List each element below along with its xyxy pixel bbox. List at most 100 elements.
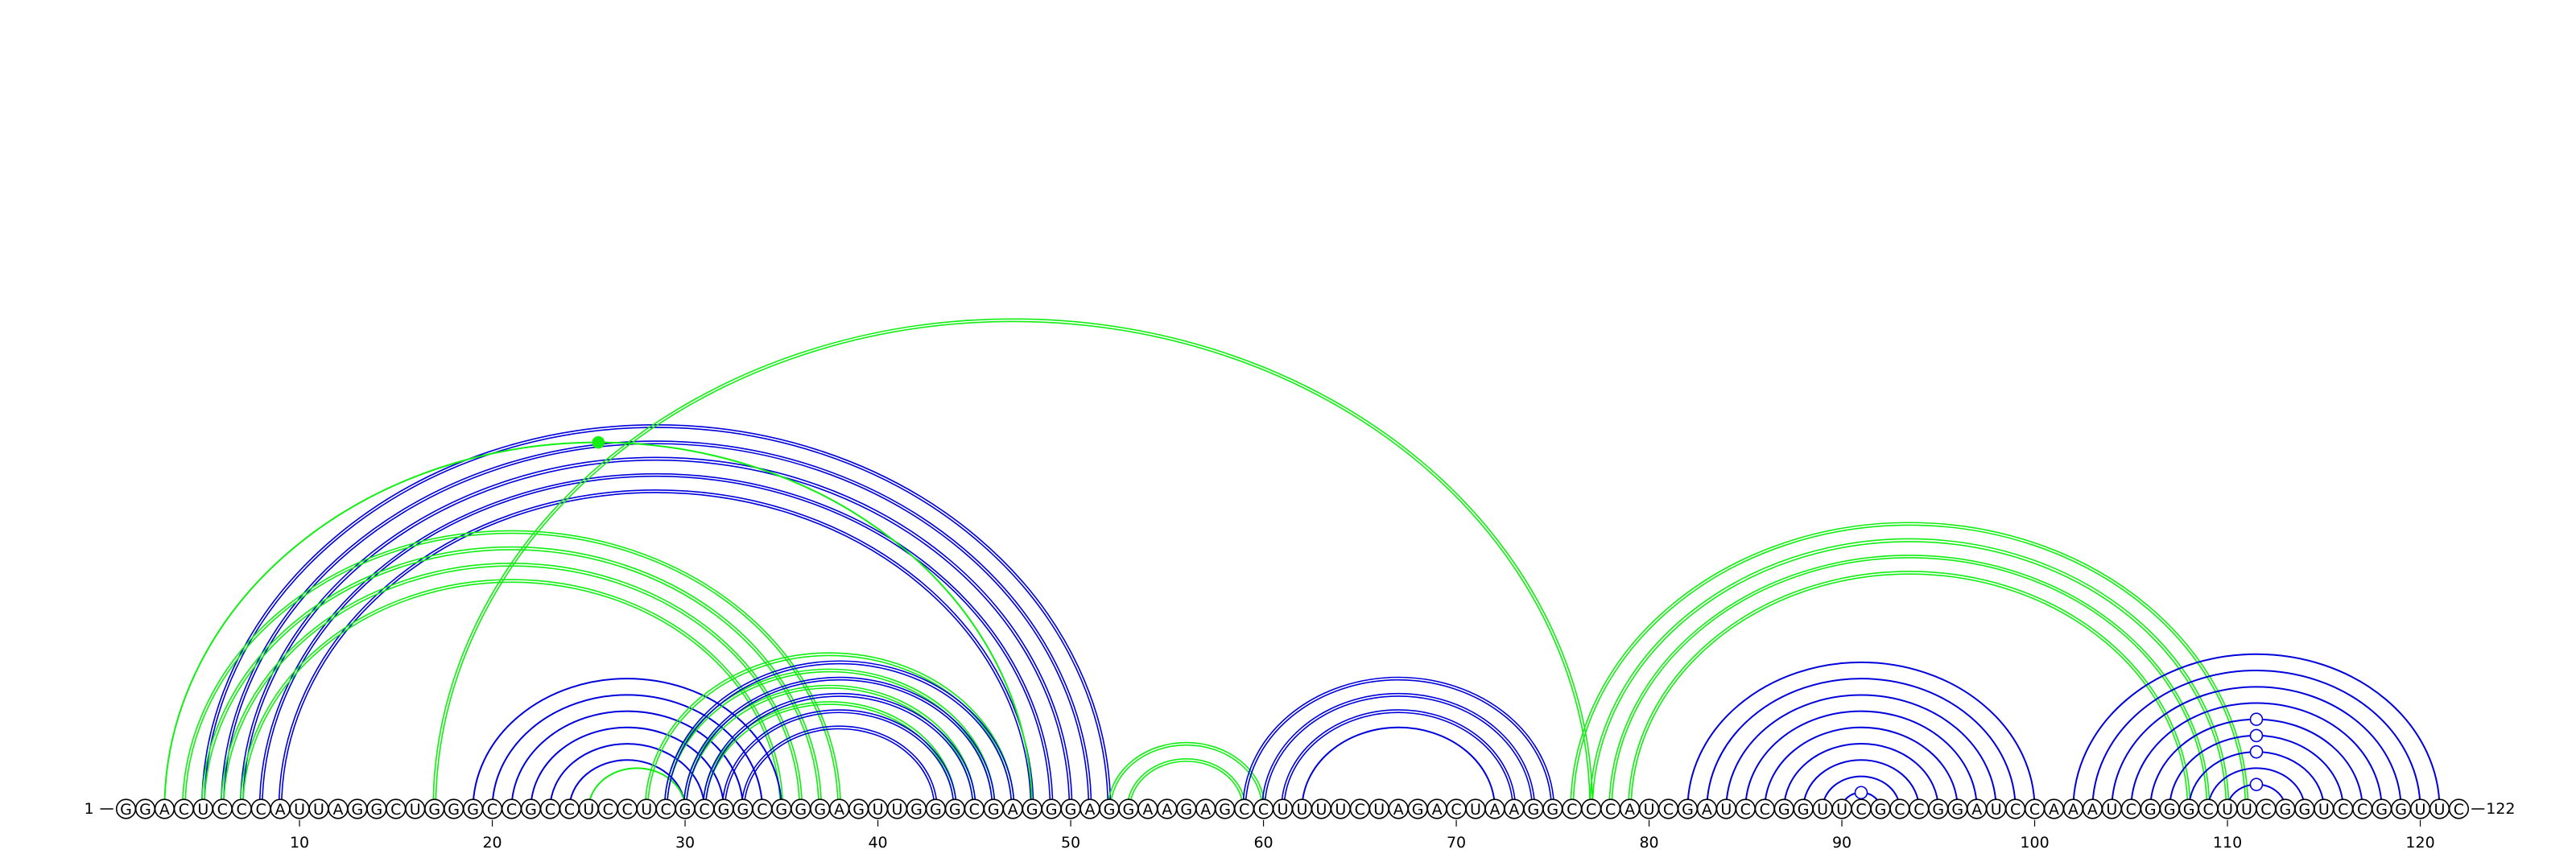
nucleotide-letter: U: [197, 801, 208, 819]
base-pair-arc-33-43-strand-1: [743, 728, 935, 810]
arc-marker-open: [2249, 728, 2264, 743]
nucleotide-16: U: [405, 798, 426, 819]
nucleotide-letter: A: [2087, 801, 2098, 819]
nucleotide-letter: U: [1470, 801, 1481, 819]
nucleotide-108: G: [2178, 798, 2199, 819]
axis-tick-label: 40: [868, 834, 887, 852]
nucleotide-letter: U: [2434, 801, 2446, 819]
nucleotide-letter: C: [2338, 801, 2348, 819]
nucleotide-letter: C: [1760, 801, 1770, 819]
nucleotide-85: C: [1735, 798, 1756, 819]
base-pair-arc-52-60-strand-2: [1107, 741, 1265, 810]
base-pair-arc-6-51-strand-1: [223, 443, 1090, 810]
nucleotide-14: G: [366, 798, 387, 819]
nucleotide-letter: G: [1932, 801, 1944, 819]
nucleotide-34: C: [752, 798, 773, 819]
nucleotide-41: U: [886, 798, 908, 819]
base-pair-arc-88-94: [1802, 759, 1920, 810]
base-pair-arc-6-51-strand-2: [220, 440, 1092, 810]
nucleotide-letter: U: [1836, 801, 1847, 819]
nucleotide-letter: C: [603, 801, 613, 819]
base-pair-arc-29-47-strand-2: [663, 660, 1015, 810]
nucleotide-97: A: [1967, 798, 1988, 819]
base-pair-arc-62-72: [1301, 726, 1496, 810]
nucleotide-115: U: [2314, 798, 2334, 819]
backbone-layer: 1 122: [85, 800, 2516, 818]
nucleotide-letter: G: [910, 801, 923, 819]
nucleotide-letter: A: [1509, 801, 1519, 819]
base-pair-arc-89-93: [1822, 775, 1901, 810]
nucleotide-60: C: [1253, 798, 1274, 819]
nucleotide-letter: C: [1239, 801, 1249, 819]
nucleotide-letter: G: [525, 801, 537, 819]
nucleotide-letter: G: [2376, 801, 2388, 819]
nucleotide-letter: U: [294, 801, 305, 819]
nucleotide-101: A: [2043, 798, 2065, 819]
axis-tick-label: 100: [2020, 834, 2049, 852]
base-pair-arc-52-60-strand-1: [1109, 744, 1263, 810]
base-pair-arc-30-46-strand-2: [683, 676, 996, 810]
nucleotide-66: U: [1368, 798, 1389, 819]
nucleotide-104: U: [2101, 798, 2122, 819]
nucleotide-letter: A: [1393, 801, 1404, 819]
nucleotide-7: C: [231, 798, 252, 819]
nucleotide-103: A: [2082, 798, 2103, 819]
nucleotide-letter: A: [1702, 801, 1712, 819]
axis-tick-label: 10: [290, 834, 309, 852]
nucleotide-letter: C: [2260, 801, 2271, 819]
base-pair-arc-76-111-strand-2: [1570, 522, 2249, 810]
nucleotide-letter: C: [2029, 801, 2040, 819]
nucleotide-letter: U: [1315, 801, 1327, 819]
nucleotide-45: C: [964, 798, 985, 819]
nucleotide-letter: G: [718, 801, 730, 819]
nucleotide-71: U: [1465, 798, 1486, 819]
nucleotide-4: C: [173, 798, 194, 819]
arcs-layer: [163, 318, 2441, 810]
nucleotide-12: A: [328, 798, 349, 819]
nucleotide-letter: G: [428, 801, 440, 819]
nucleotide-50: G: [1060, 798, 1081, 819]
base-pair-arc-23-31: [549, 743, 705, 810]
nucleotide-110: U: [2217, 798, 2238, 819]
nucleotide-68: G: [1407, 798, 1428, 819]
nucleotide-31: C: [694, 798, 715, 819]
nucleotide-121: U: [2429, 798, 2450, 819]
nucleotide-letter: A: [1162, 801, 1172, 819]
nucleotide-letter: A: [1142, 801, 1153, 819]
nucleotide-81: C: [1657, 798, 1679, 819]
base-pair-arc-30-45-strand-1: [685, 687, 974, 810]
base-pair-arc-85-97: [1744, 710, 1978, 810]
nucleotide-54: A: [1137, 798, 1158, 819]
base-pair-arc-60-74-strand-2: [1261, 692, 1536, 810]
nucleotide-27: C: [617, 798, 638, 819]
base-pair-arc-53-59-strand-2: [1126, 757, 1246, 810]
base-pair-arc-78-109-strand-2: [1608, 554, 2211, 810]
nucleotide-119: G: [2391, 798, 2412, 819]
nucleotide-letter: G: [370, 801, 382, 819]
nucleotide-55: A: [1157, 798, 1178, 819]
base-pair-arc-61-73-strand-1: [1283, 712, 1514, 810]
nucleotide-letter: U: [1373, 801, 1385, 819]
nucleotide-letter: G: [679, 801, 691, 819]
nucleotide-letter: G: [1412, 801, 1424, 819]
nucleotide-letter: G: [448, 801, 460, 819]
nucleotide-letter: C: [506, 801, 517, 819]
nucleotide-1: G: [115, 798, 137, 819]
nucleotide-letter: G: [930, 801, 942, 819]
nucleotide-10: U: [289, 798, 310, 819]
nucleotide-letter: U: [2241, 801, 2252, 819]
nucleotide-49: G: [1041, 798, 1062, 819]
nucleotide-43: G: [925, 798, 946, 819]
nucleotide-letter: C: [1856, 801, 1866, 819]
arc-marker-open: [2249, 712, 2264, 726]
axis-tick-label: 70: [1447, 834, 1466, 852]
nucleotide-letter: C: [2454, 801, 2464, 819]
nucleotide-letter: G: [2298, 801, 2310, 819]
nucleotide-letter: C: [1567, 801, 1577, 819]
nucleotide-32: G: [713, 798, 734, 819]
base-pair-arc-28-47-strand-2: [644, 652, 1015, 810]
nucleotide-letter: A: [1200, 801, 1211, 819]
nucleotide-42: G: [906, 798, 927, 819]
nucleotide-letter: C: [217, 801, 228, 819]
nucleotide-35: G: [771, 798, 792, 819]
